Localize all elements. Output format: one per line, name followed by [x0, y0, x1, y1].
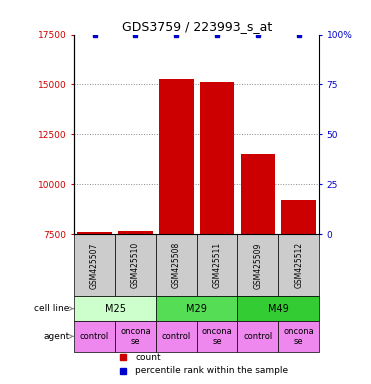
- Bar: [281, 200, 316, 234]
- Text: GSM425507: GSM425507: [90, 242, 99, 288]
- Text: control: control: [162, 332, 191, 341]
- Bar: [237, 321, 278, 352]
- Text: GSM425512: GSM425512: [294, 242, 303, 288]
- Text: GSM425509: GSM425509: [253, 242, 262, 288]
- Bar: [278, 321, 319, 352]
- Title: GDS3759 / 223993_s_at: GDS3759 / 223993_s_at: [122, 20, 272, 33]
- Text: agent: agent: [43, 332, 69, 341]
- Text: GSM425510: GSM425510: [131, 242, 140, 288]
- Bar: [278, 234, 319, 296]
- Bar: [118, 231, 153, 234]
- Bar: [156, 321, 197, 352]
- Bar: [197, 321, 237, 352]
- Text: count: count: [135, 353, 161, 362]
- Bar: [159, 78, 194, 234]
- Text: GSM425511: GSM425511: [213, 242, 221, 288]
- Text: oncona
se: oncona se: [283, 327, 314, 346]
- Bar: [74, 296, 156, 321]
- Bar: [115, 321, 156, 352]
- Text: cell line: cell line: [34, 304, 69, 313]
- Bar: [200, 83, 234, 234]
- Text: M29: M29: [186, 304, 207, 314]
- Text: oncona
se: oncona se: [202, 327, 232, 346]
- Bar: [74, 321, 115, 352]
- Bar: [240, 154, 275, 234]
- Bar: [115, 234, 156, 296]
- Text: percentile rank within the sample: percentile rank within the sample: [135, 366, 289, 376]
- Text: M25: M25: [105, 304, 125, 314]
- Bar: [77, 232, 112, 234]
- Bar: [197, 234, 237, 296]
- Bar: [237, 296, 319, 321]
- Text: control: control: [243, 332, 272, 341]
- Text: oncona
se: oncona se: [120, 327, 151, 346]
- Bar: [74, 234, 115, 296]
- Bar: [156, 234, 197, 296]
- Text: M49: M49: [268, 304, 289, 314]
- Text: control: control: [80, 332, 109, 341]
- Bar: [237, 234, 278, 296]
- Text: GSM425508: GSM425508: [172, 242, 181, 288]
- Bar: [156, 296, 237, 321]
